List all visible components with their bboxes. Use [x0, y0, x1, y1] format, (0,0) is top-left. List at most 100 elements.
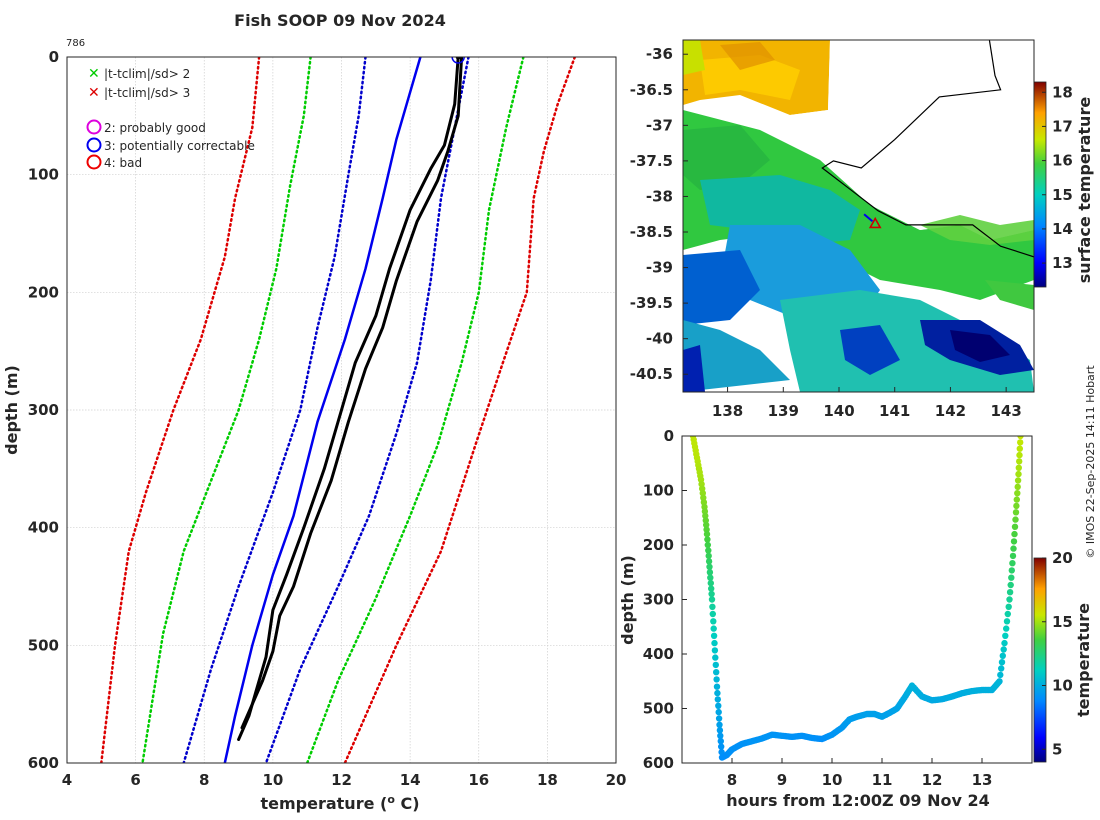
series-climatology-mean [223, 57, 422, 763]
temperature-colorbar-tick-label: 5 [1052, 740, 1062, 758]
series-mean-1-sd [182, 57, 367, 763]
y-tick-label: 400 [28, 519, 59, 537]
temperature-point [1002, 632, 1009, 639]
legend-item-flag4: 4: bad [86, 154, 142, 170]
x-tick-label: 10 [262, 771, 283, 789]
temperature-point [708, 585, 715, 592]
y-tick-label: 100 [28, 166, 59, 184]
cool-water-patch [683, 320, 790, 392]
series-mean-2-sd [141, 57, 312, 763]
temperature-point [711, 647, 719, 654]
temperature-point [1014, 477, 1022, 484]
x-tick-label: 8 [199, 771, 209, 789]
profile-axes-box [66, 56, 617, 764]
temperature-point [704, 536, 711, 543]
temperature-point [1008, 574, 1015, 581]
td-y-tick-label: 0 [664, 427, 674, 445]
temperature-point [1013, 502, 1020, 510]
temperature-point [998, 659, 1006, 666]
temperature-point [1003, 618, 1011, 625]
temperature-colorbar-label: temperature [1074, 603, 1093, 717]
time-depth-panel: 8 9 10 11 12 13 0 100 200 300 400 500 600 hours from… [618, 427, 1093, 810]
legend-item-flag2: 2: probably good [86, 119, 206, 135]
warm-water-patch [683, 40, 705, 75]
td-y-tick-label: 500 [643, 700, 674, 718]
temperature-point [710, 625, 717, 632]
temperature-point [712, 661, 719, 669]
map-y-tick-label: -37.5 [630, 152, 673, 170]
temperature-point [1014, 490, 1021, 497]
temperature-point [999, 652, 1006, 659]
temperature-point [703, 530, 711, 538]
red-circle-icon [86, 154, 102, 170]
temperature-point [706, 569, 714, 576]
ship-position-triangle-icon [868, 216, 882, 229]
sst-colorbar-tick-label: 16 [1052, 152, 1073, 170]
legend-label: |t-tclim|/sd> 2 [104, 67, 190, 81]
time-depth-tick-labels: 8 9 10 11 12 13 0 100 200 300 400 500 600 [643, 427, 993, 789]
temperature-point [1016, 451, 1023, 459]
legend-label: |t-tclim|/sd> 3 [104, 86, 190, 100]
temperature-point [715, 708, 722, 716]
temperature-point [707, 579, 714, 587]
temperature-point [706, 563, 713, 570]
temperature-point [1011, 523, 1019, 530]
temperature-point [1000, 646, 1007, 653]
series-mean-3-sd [100, 57, 261, 763]
temperature-colorbar [1033, 557, 1047, 763]
temperature-point [717, 738, 724, 745]
temperature-colorbar-tick-label: 10 [1052, 677, 1073, 695]
temperature-point [1009, 552, 1017, 560]
warm-water-patch [700, 55, 800, 100]
sst-colorbar-tick-label: 18 [1052, 83, 1073, 101]
coastal-water-patch [985, 280, 1034, 310]
legend: ✕ |t-tclim|/sd> 2 ✕ |t-tclim|/sd> 3 2: p… [86, 66, 255, 170]
temperature-point [998, 665, 1005, 672]
sst-colorbar-tick-label: 17 [1052, 117, 1073, 135]
temperature-colorbar-ticks: 5 10 15 20 [1042, 549, 1073, 758]
map-x-tick-label: 139 [768, 402, 799, 420]
temperature-point [707, 574, 714, 581]
x-tick-label: 20 [606, 771, 627, 789]
temperature-point [1007, 581, 1014, 589]
map-x-tick-label: 140 [823, 402, 854, 420]
y-tick-label: 500 [28, 636, 59, 654]
profile-series-group [100, 57, 577, 763]
legend-label: 4: bad [104, 156, 142, 170]
series-profile-up [240, 57, 464, 730]
temperature-point [716, 721, 723, 728]
legend-item-flag3: 3: potentially correctable [86, 137, 255, 153]
sst-colorbar-tick-label: 13 [1052, 254, 1073, 272]
temperature-point [713, 676, 720, 683]
map-x-tick-label: 142 [935, 402, 966, 420]
td-x-tick-label: 8 [727, 771, 737, 789]
temperature-colorbar-tick-label: 20 [1052, 549, 1073, 567]
map-y-tick-label: -36 [646, 45, 673, 63]
map-y-tick-label: -36.5 [630, 81, 673, 99]
temperature-point [1006, 589, 1014, 596]
map-x-tick-label: 143 [990, 402, 1021, 420]
temperature-point [1011, 530, 1018, 538]
temperature-point [996, 678, 1003, 685]
surface-circle-marker [451, 57, 465, 64]
sst-colorbar-tick-label: 14 [1052, 220, 1073, 238]
ship-track [863, 213, 874, 223]
x-tick-label: 12 [331, 771, 352, 789]
time-depth-grid [682, 435, 983, 764]
temperature-point [708, 596, 716, 603]
temperature-point [710, 632, 718, 639]
warm-water-patch [720, 42, 775, 70]
cold-water-patch [683, 345, 705, 392]
temperature-point [1014, 483, 1021, 491]
x-tick-label: 14 [400, 771, 421, 789]
blue-circle-icon [86, 137, 102, 153]
profile-id-label: 786 [66, 38, 85, 49]
sst-map-content [683, 40, 1034, 392]
map-y-tick-label: -40 [646, 330, 673, 348]
cold-water-patch [840, 325, 900, 375]
temperature-point [1012, 516, 1019, 523]
temperature-point [1006, 596, 1013, 603]
